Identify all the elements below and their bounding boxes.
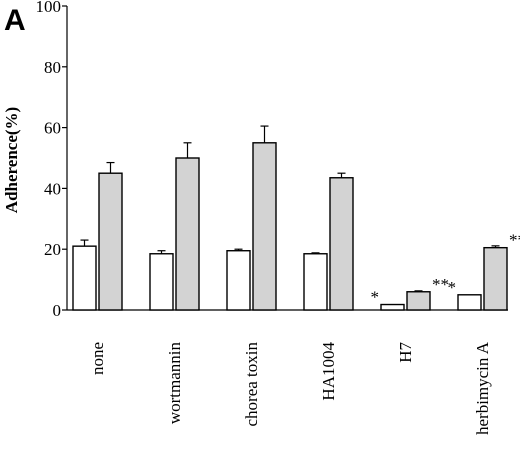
bar-treated-0: [98, 172, 123, 311]
y-tick-label: 60: [44, 119, 61, 138]
panel-label: A: [4, 4, 26, 37]
significance-marker: *: [371, 288, 380, 307]
significance-marker: **: [509, 231, 520, 250]
category-label: H7: [396, 342, 415, 363]
y-axis-title: Adherence(%): [2, 107, 21, 213]
bar-control-2: [226, 250, 251, 311]
y-tick-label: 80: [44, 58, 61, 77]
bar-treated-1: [175, 157, 200, 311]
bar-treated-4: [406, 291, 431, 311]
bar-treated-3: [329, 177, 354, 311]
x-axis-labels: none wortmannin chorea toxin HA1004 H7 herbim…: [88, 341, 492, 435]
category-label: chorea toxin: [242, 342, 261, 427]
bar-treated-5: [483, 246, 508, 311]
bar-control-4: [380, 303, 405, 311]
y-tick-label: 40: [44, 179, 61, 198]
bar-control-5: [457, 294, 482, 311]
category-label: HA1004: [319, 342, 338, 401]
bar-control-3: [303, 253, 328, 311]
category-label: none: [88, 342, 107, 375]
significance-marker: **: [432, 275, 449, 294]
bars: ******: [72, 125, 520, 311]
category-label: wortmannin: [165, 342, 184, 425]
y-axis: 0 20 40 60 80 100: [36, 0, 508, 320]
bar-control-1: [149, 253, 174, 311]
category-label: herbimycin A: [473, 341, 492, 435]
y-tick-label: 20: [44, 240, 61, 259]
y-tick-label: 100: [36, 0, 62, 16]
y-tick-label: 0: [53, 301, 62, 320]
bar-control-0: [72, 245, 97, 311]
bar-treated-2: [252, 142, 277, 311]
significance-marker: *: [448, 278, 457, 297]
